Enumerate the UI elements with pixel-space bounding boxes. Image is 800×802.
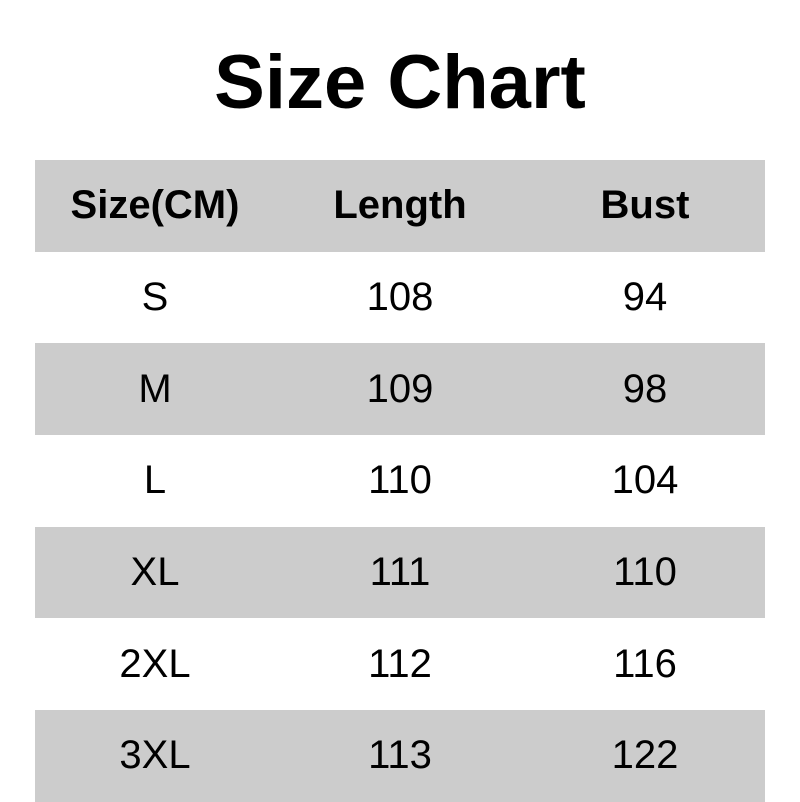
cell-size: 2XL (119, 641, 191, 686)
page-title: Size Chart (214, 40, 586, 125)
cell-length: 110 (368, 458, 432, 503)
cell-bust: 94 (622, 275, 668, 320)
cell-bust: 104 (611, 458, 679, 503)
cell-length: 111 (369, 550, 431, 595)
cell-bust: 98 (622, 366, 668, 411)
cell-bust: 116 (613, 641, 677, 686)
size-table: Size(CM) Length Bust S 108 94 M 109 98 L 110 104… (35, 160, 765, 802)
cell-length: 108 (366, 275, 434, 320)
table-row: 2XL 112 116 (35, 618, 765, 710)
header-size: Size(CM) (70, 183, 240, 228)
table-row: S 108 94 (35, 252, 765, 344)
cell-bust: 110 (613, 550, 677, 595)
table-row: 3XL 113 122 (35, 710, 765, 802)
header-length: Length (333, 183, 467, 228)
cell-bust: 122 (611, 733, 679, 778)
table-row: L 110 104 (35, 435, 765, 527)
cell-length: 109 (366, 366, 434, 411)
table-row: M 109 98 (35, 343, 765, 436)
cell-size: XL (130, 550, 180, 595)
cell-size: 3XL (119, 733, 191, 778)
cell-length: 112 (368, 641, 432, 686)
header-bust: Bust (600, 183, 690, 228)
table-header: Size(CM) Length Bust (35, 160, 765, 252)
cell-length: 113 (368, 733, 432, 778)
table-row: XL 111 110 (35, 526, 765, 619)
cell-size: M (138, 366, 172, 411)
cell-size: L (143, 458, 167, 503)
cell-size: S (141, 275, 169, 320)
